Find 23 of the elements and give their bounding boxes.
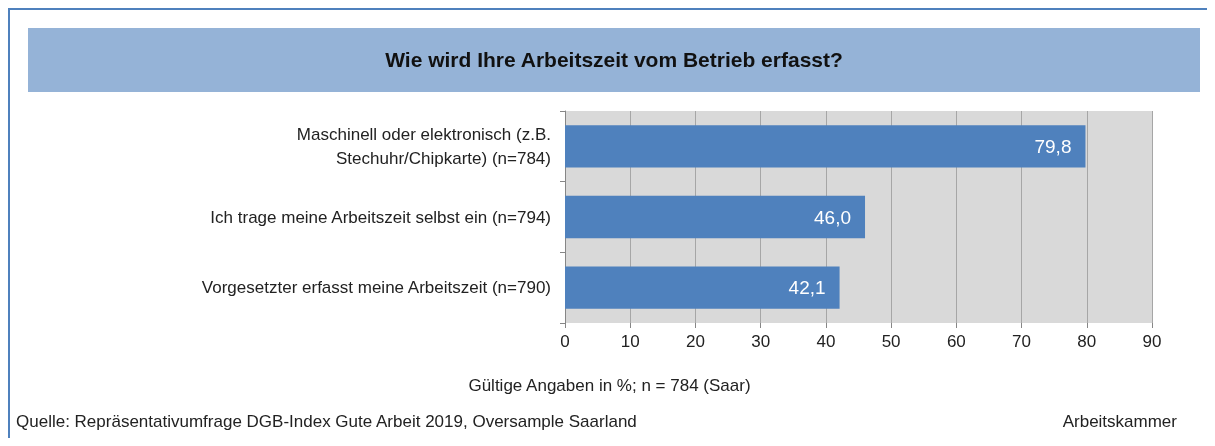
x-tick-label: 20 xyxy=(685,332,705,351)
y-tick-label: Vorgesetzter erfasst meine Arbeitszeit (n=790) xyxy=(201,278,551,298)
data-label: 79,8 xyxy=(1034,135,1072,157)
x-tick-label: 10 xyxy=(620,332,640,351)
source-note: Quelle: Repräsentativumfrage DGB-Index Gute Arbeit 2019, Oversample Saarland xyxy=(16,412,637,432)
x-tick-label: 70 xyxy=(1012,332,1032,351)
text: Arbeitskammer xyxy=(1062,412,1177,432)
bar xyxy=(565,266,840,309)
chart-title: Wie wird Ihre Arbeitszeit vom Betrieb erfasst? xyxy=(28,28,1200,92)
x-tick-label: 80 xyxy=(1077,332,1097,351)
y-tick-label: Ich trage meine Arbeitszeit selbst ein (n=794) xyxy=(210,207,551,227)
x-tick-label: 90 xyxy=(1142,332,1162,351)
x-tick-label: 30 xyxy=(751,332,771,351)
x-tick-label: 0 xyxy=(560,332,570,351)
y-tick-label: Maschinell oder elektronisch (z.B. Stechuhr/Chipkarte) (n=784) xyxy=(296,124,551,168)
data-label: 42,1 xyxy=(788,277,826,299)
x-axis-title: Gültige Angaben in %; n = 784 (Saar) xyxy=(467,376,752,396)
bar xyxy=(565,125,1086,168)
data-label: 46,0 xyxy=(814,206,852,228)
x-tick-label: 60 xyxy=(946,332,966,351)
x-tick-label: 40 xyxy=(816,332,836,351)
x-tick-label: 50 xyxy=(881,332,901,351)
bar xyxy=(565,195,866,239)
